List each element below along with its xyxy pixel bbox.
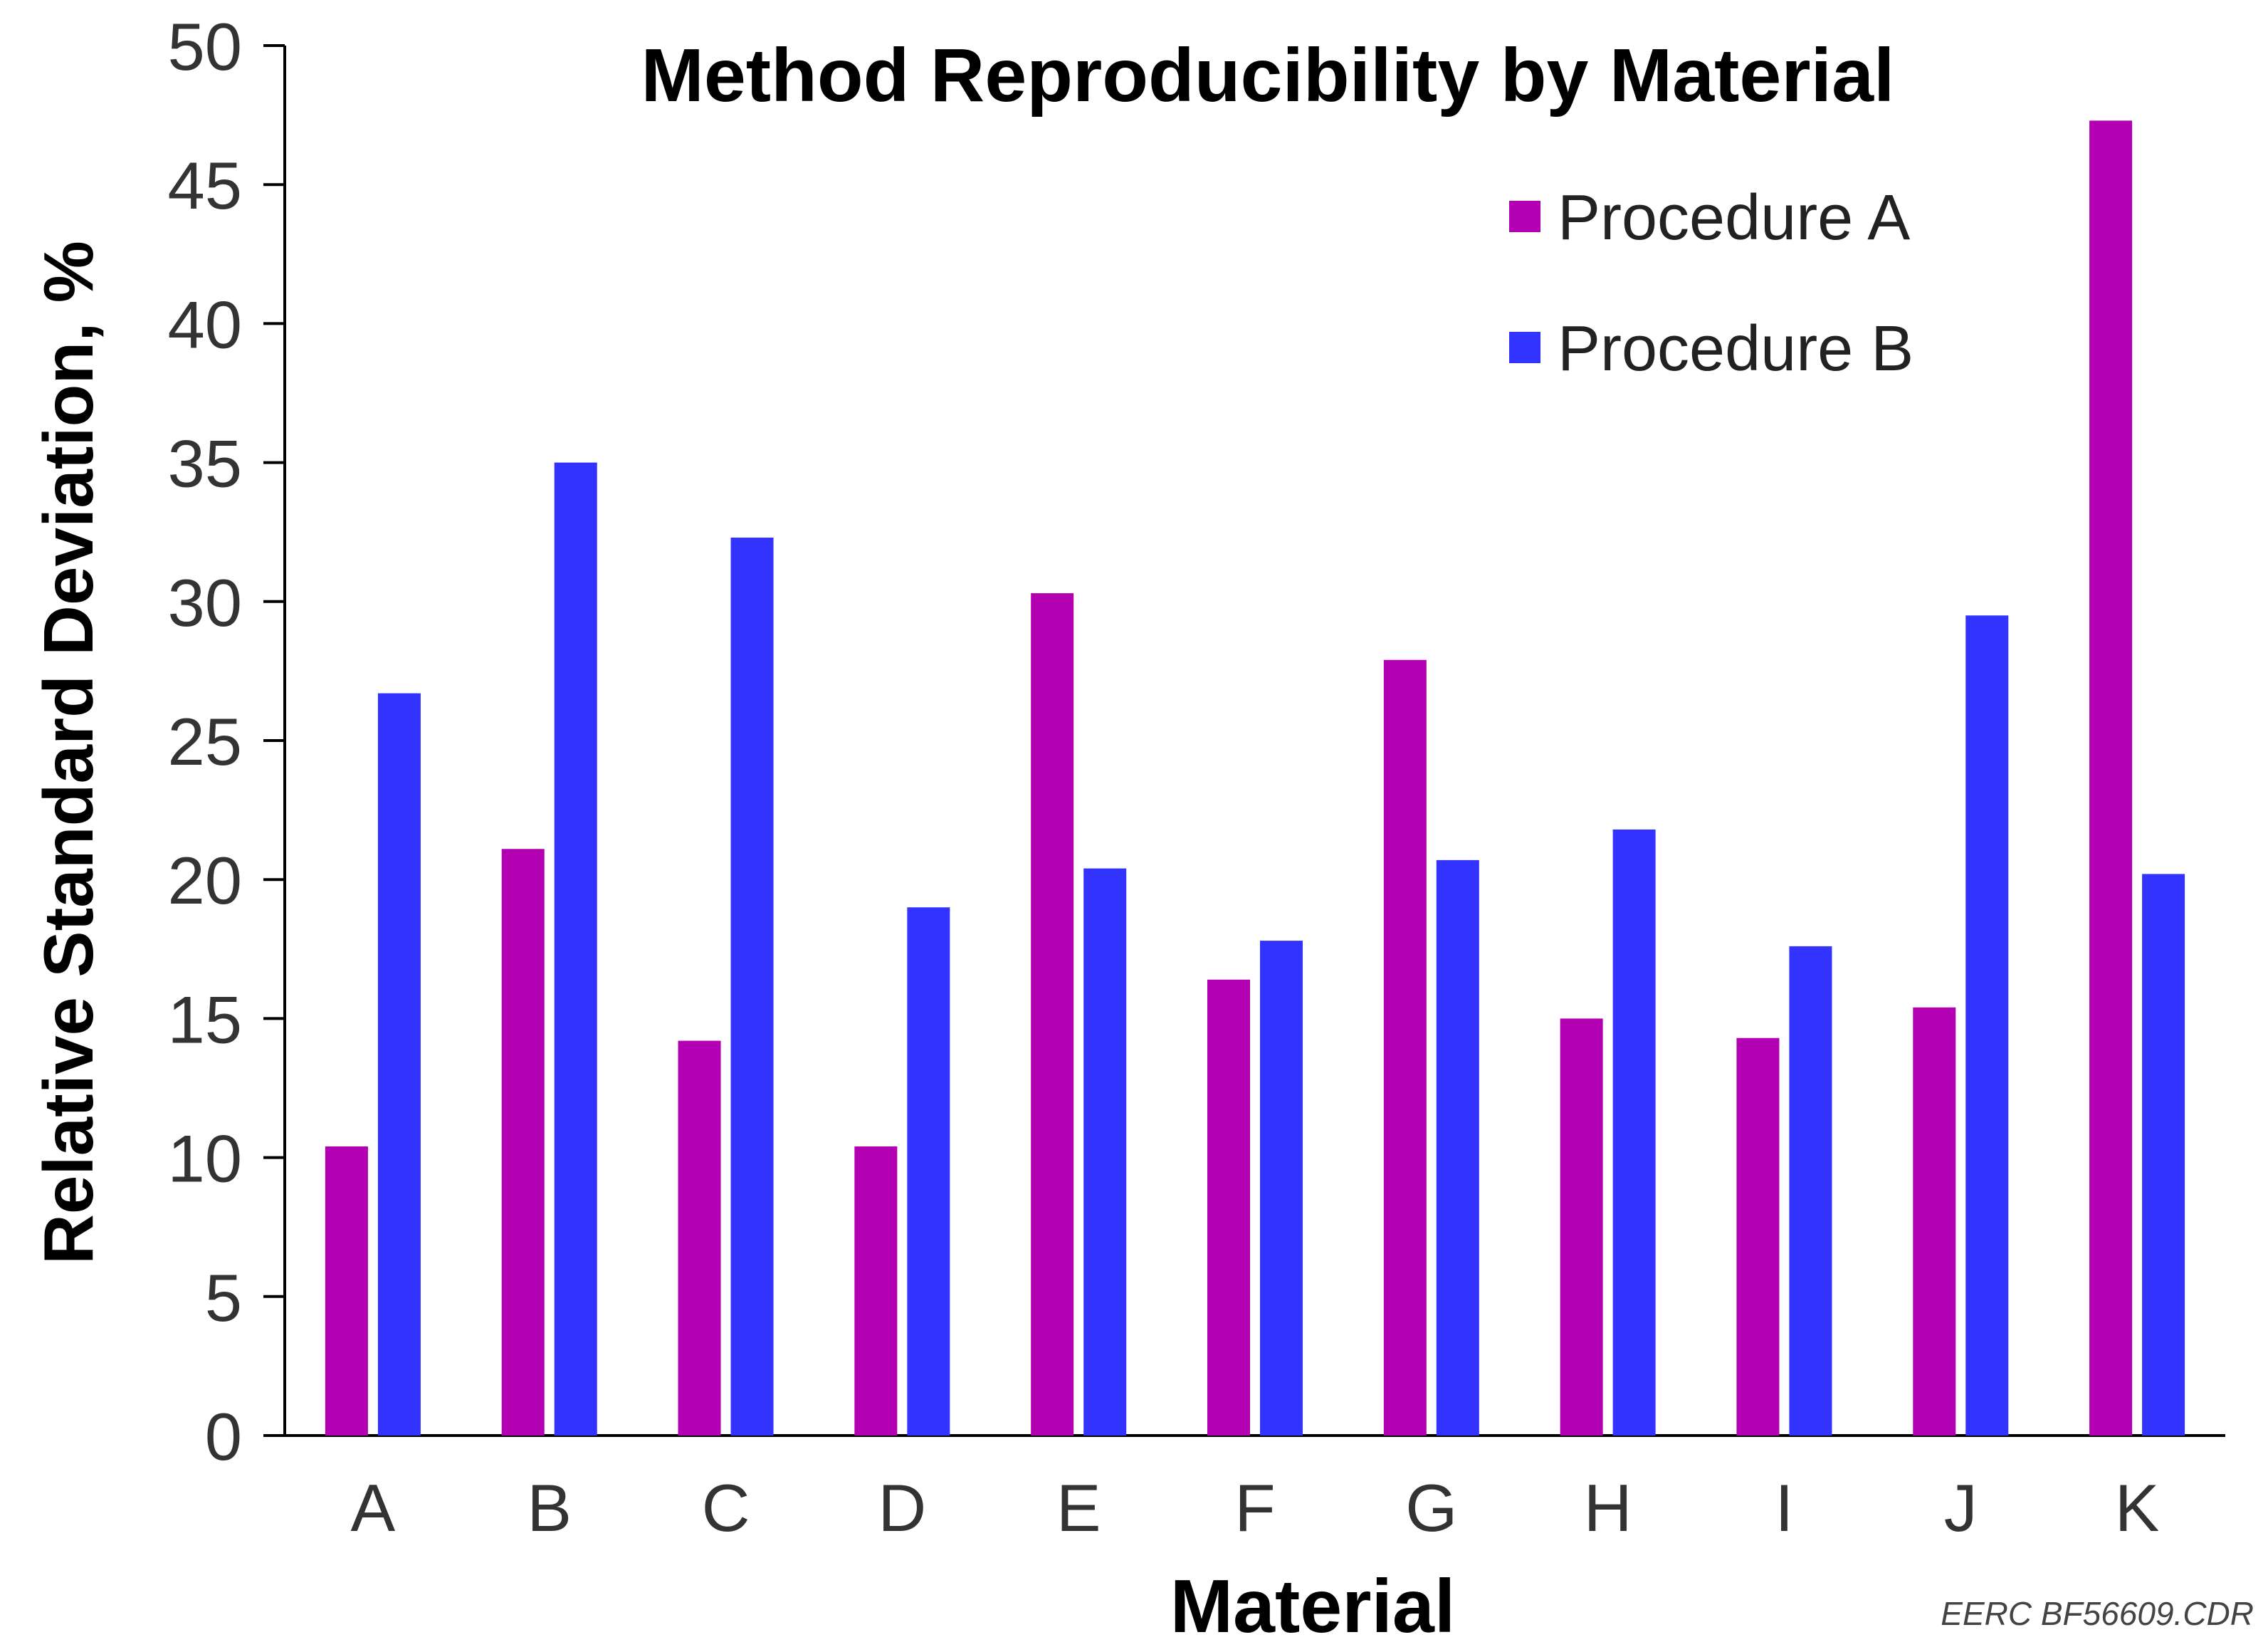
x-tick-label: C [702,1470,750,1545]
x-tick-label: E [1056,1470,1101,1545]
x-tick-label: H [1584,1470,1632,1545]
y-axis: 0 5 10 15 20 25 30 35 40 45 50 [167,9,286,1474]
y-tick-label: 45 [167,148,242,223]
bars [325,120,2185,1436]
bar-procedure-b-g [1436,859,1479,1436]
bar-procedure-a-c [678,1040,721,1436]
x-axis-label: Material [1170,1564,1456,1648]
bar-procedure-b-j [1965,615,2009,1436]
x-axis: A B C D E F G H I J K [285,1434,2225,1545]
x-tick-label: K [2115,1470,2160,1545]
x-tick-label: A [351,1470,396,1545]
y-tick-label: 10 [167,1122,242,1196]
bar-procedure-a-d [854,1146,898,1436]
bar-procedure-b-d [907,907,950,1436]
y-tick-label: 35 [167,427,242,501]
y-tick-label: 15 [167,982,242,1057]
bar-procedure-b-e [1083,868,1127,1436]
bar-procedure-b-b [554,462,597,1436]
x-tick-label: F [1234,1470,1275,1545]
legend-swatch [1509,332,1540,363]
legend-label: Procedure B [1558,313,1913,385]
x-tick-label: D [878,1470,926,1545]
y-tick-label: 0 [205,1399,242,1474]
bar-procedure-b-f [1260,941,1303,1436]
credit-label: EERC BF56609.CDR [1941,1595,2254,1632]
chart-title: Method Reproducibility by Material [641,33,1895,117]
bar-procedure-b-a [377,693,421,1436]
bar-procedure-a-a [325,1146,368,1436]
y-tick-label: 5 [205,1260,242,1335]
bar-procedure-b-k [2142,874,2185,1436]
y-axis-label: Relative Standard Deviation, % [29,241,107,1265]
y-tick-label: 25 [167,704,242,779]
bar-procedure-a-f [1207,979,1250,1436]
bar-procedure-a-b [501,849,545,1436]
bar-procedure-b-h [1612,829,1656,1436]
bar-procedure-b-i [1789,946,1832,1436]
bar-procedure-a-i [1736,1037,1780,1436]
bar-procedure-a-h [1560,1018,1603,1436]
x-tick-label: B [527,1470,572,1545]
legend-label: Procedure A [1558,182,1910,253]
x-tick-label: G [1405,1470,1457,1545]
legend-swatch [1509,201,1540,232]
y-tick-label: 40 [167,287,242,362]
x-tick-label: I [1775,1470,1793,1545]
bar-procedure-a-j [1913,1007,1956,1436]
bar-procedure-a-e [1031,593,1074,1436]
y-tick-label: 30 [167,565,242,640]
x-tick-label: J [1944,1470,1978,1545]
bar-procedure-b-c [730,538,774,1436]
bar-procedure-a-g [1383,659,1427,1436]
y-tick-label: 50 [167,9,242,84]
bar-procedure-a-k [2089,120,2133,1436]
legend: Procedure A Procedure B [1509,182,1913,385]
y-tick-label: 20 [167,843,242,918]
